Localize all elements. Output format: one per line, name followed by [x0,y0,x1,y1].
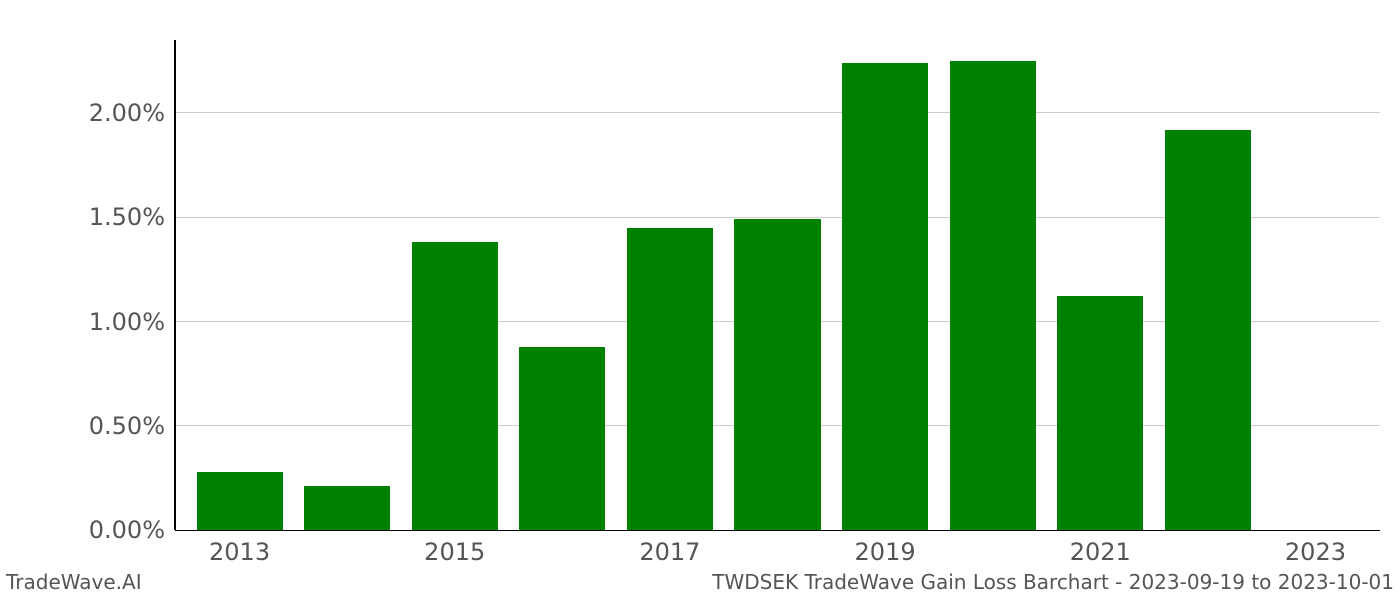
bar [950,61,1036,530]
y-tick-label: 1.00% [89,308,175,336]
gain-loss-barchart: 0.00%0.50%1.00%1.50%2.00%201320152017201… [175,40,1380,530]
x-tick-label: 2017 [639,530,700,566]
bar [1165,130,1251,530]
brand-label: TradeWave.AI [6,570,142,594]
gridline [175,112,1380,113]
x-tick-label: 2021 [1070,530,1131,566]
x-tick-label: 2015 [424,530,485,566]
y-tick-label: 2.00% [89,99,175,127]
y-tick-label: 0.50% [89,412,175,440]
x-tick-label: 2023 [1285,530,1346,566]
bar [842,63,928,530]
x-axis-spine [175,530,1380,532]
x-tick-label: 2013 [209,530,270,566]
y-axis-spine [174,40,176,530]
bar [412,242,498,530]
y-tick-label: 1.50% [89,203,175,231]
bar [627,228,713,530]
y-tick-label: 0.00% [89,516,175,544]
x-tick-label: 2019 [855,530,916,566]
bar [304,486,390,530]
bar [197,472,283,530]
bar [1057,296,1143,530]
bar [519,347,605,530]
bar [734,219,820,530]
caption-label: TWDSEK TradeWave Gain Loss Barchart - 20… [712,570,1394,594]
